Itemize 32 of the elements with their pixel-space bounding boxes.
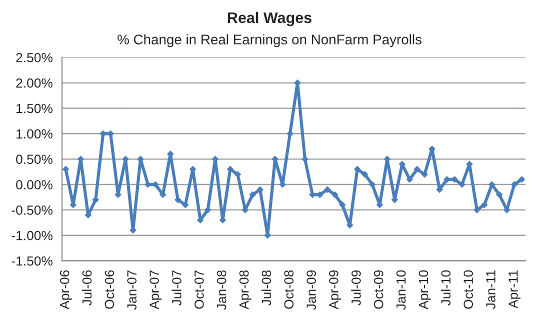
x-tick-label: Jan-07: [127, 270, 137, 310]
x-tick-label: Apr-09: [329, 270, 342, 310]
x-tick-label: Oct-10: [464, 270, 473, 309]
y-tick-label: -0.50%: [12, 205, 52, 215]
x-tick-label: Oct-06: [104, 270, 114, 309]
x-tick-label: Jan-09: [306, 270, 316, 310]
x-tick-label: Oct-09: [374, 270, 384, 309]
x-tick-label: Jul-09: [351, 270, 361, 306]
y-tick-label: -1.00%: [12, 230, 52, 240]
y-tick-label: 0.50%: [16, 154, 52, 164]
y-tick-label: 2.50%: [16, 52, 52, 62]
x-tick-label: Jul-08: [261, 270, 272, 306]
x-tick-label: Apr-08: [239, 270, 252, 310]
y-tick-label: -1.50%: [12, 256, 52, 266]
x-tick-label: Apr-06: [60, 270, 72, 310]
chart-title: Real Wages: [228, 12, 312, 26]
y-tick-label: 0.00%: [16, 180, 52, 190]
x-tick-label: Jul-06: [82, 270, 92, 306]
y-tick-label: 2.00%: [16, 78, 52, 88]
x-tick-label: Apr-07: [150, 270, 162, 310]
y-tick-label: 1.50%: [16, 104, 52, 114]
x-tick-label: Oct-07: [194, 270, 204, 309]
x-tick-label: Oct-08: [284, 270, 294, 309]
x-tick-label: Jan-11: [486, 270, 496, 309]
x-tick-label: Jan-10: [396, 270, 406, 310]
x-tick-label: Jan-08: [216, 270, 226, 310]
y-tick-label: 1.00%: [16, 129, 52, 139]
x-tick-label: Jul-07: [172, 270, 182, 306]
chart-subtitle: % Change in Real Earnings on NonFarm Payrolls: [118, 34, 422, 48]
x-tick-label: Apr-11: [508, 270, 520, 308]
x-tick-label: Jul-10: [440, 270, 451, 306]
x-tick-label: Apr-10: [418, 270, 431, 310]
